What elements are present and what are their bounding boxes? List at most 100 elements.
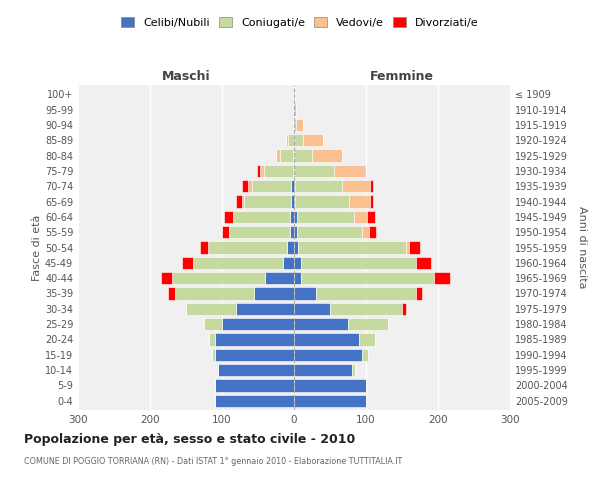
- Bar: [236, 195, 242, 208]
- Bar: [222, 318, 294, 330]
- Bar: [294, 333, 359, 346]
- Bar: [265, 272, 294, 284]
- Bar: [242, 195, 244, 208]
- Text: Popolazione per età, sesso e stato civile - 2010: Popolazione per età, sesso e stato civil…: [24, 432, 355, 446]
- Bar: [290, 210, 294, 223]
- Bar: [355, 210, 367, 223]
- Bar: [172, 272, 265, 284]
- Bar: [334, 164, 364, 177]
- Bar: [175, 287, 254, 300]
- Bar: [312, 149, 342, 162]
- Bar: [257, 164, 260, 177]
- Bar: [224, 210, 233, 223]
- Bar: [409, 241, 420, 254]
- Bar: [294, 164, 334, 177]
- Bar: [291, 195, 294, 208]
- Bar: [283, 256, 294, 269]
- Bar: [294, 272, 301, 284]
- Bar: [369, 226, 376, 238]
- Bar: [294, 88, 295, 101]
- Bar: [251, 180, 291, 192]
- Bar: [280, 149, 293, 162]
- Bar: [236, 302, 294, 315]
- Bar: [288, 134, 294, 146]
- Bar: [416, 287, 422, 300]
- Bar: [254, 287, 294, 300]
- Bar: [348, 318, 388, 330]
- Bar: [204, 318, 222, 330]
- Text: COMUNE DI POGGIO TORRIANA (RN) - Dati ISTAT 1° gennaio 2010 - Elaborazione TUTTI: COMUNE DI POGGIO TORRIANA (RN) - Dati IS…: [24, 458, 402, 466]
- Bar: [352, 364, 355, 376]
- Bar: [367, 210, 374, 223]
- Bar: [301, 256, 416, 269]
- Bar: [294, 210, 297, 223]
- Bar: [301, 272, 434, 284]
- Bar: [287, 241, 294, 254]
- Bar: [294, 302, 330, 315]
- Bar: [294, 241, 298, 254]
- Bar: [402, 302, 406, 315]
- Bar: [208, 241, 287, 254]
- Bar: [200, 241, 208, 254]
- Y-axis label: Fasce di età: Fasce di età: [32, 214, 42, 280]
- Bar: [295, 180, 342, 192]
- Text: Maschi: Maschi: [161, 70, 211, 82]
- Bar: [215, 379, 294, 392]
- Legend: Celibi/Nubili, Coniugati/e, Vedovi/e, Divorziati/e: Celibi/Nubili, Coniugati/e, Vedovi/e, Di…: [117, 13, 483, 32]
- Bar: [242, 180, 248, 192]
- Bar: [294, 394, 366, 407]
- Bar: [362, 348, 368, 361]
- Bar: [229, 226, 290, 238]
- Bar: [248, 180, 251, 192]
- Bar: [276, 149, 280, 162]
- Bar: [168, 287, 175, 300]
- Bar: [316, 287, 416, 300]
- Bar: [294, 379, 366, 392]
- Bar: [364, 164, 365, 177]
- Bar: [295, 195, 349, 208]
- Bar: [193, 256, 283, 269]
- Bar: [406, 241, 409, 254]
- Bar: [182, 256, 193, 269]
- Bar: [293, 118, 294, 131]
- Bar: [291, 180, 294, 192]
- Bar: [203, 318, 204, 330]
- Bar: [298, 241, 406, 254]
- Bar: [233, 210, 290, 223]
- Bar: [296, 118, 304, 131]
- Bar: [264, 164, 293, 177]
- Bar: [294, 180, 295, 192]
- Bar: [260, 164, 264, 177]
- Bar: [215, 348, 294, 361]
- Y-axis label: Anni di nascita: Anni di nascita: [577, 206, 587, 288]
- Bar: [294, 149, 312, 162]
- Bar: [342, 180, 370, 192]
- Bar: [212, 348, 215, 361]
- Bar: [294, 256, 301, 269]
- Bar: [362, 226, 369, 238]
- Bar: [222, 226, 229, 238]
- Bar: [215, 394, 294, 407]
- Bar: [286, 134, 288, 146]
- Bar: [349, 195, 370, 208]
- Bar: [294, 364, 352, 376]
- Bar: [294, 348, 362, 361]
- Text: Femmine: Femmine: [370, 70, 434, 82]
- Bar: [370, 195, 373, 208]
- Bar: [161, 272, 172, 284]
- Bar: [297, 226, 362, 238]
- Bar: [294, 287, 316, 300]
- Bar: [294, 195, 295, 208]
- Bar: [370, 180, 373, 192]
- Bar: [294, 103, 296, 116]
- Bar: [416, 256, 431, 269]
- Bar: [209, 333, 215, 346]
- Bar: [290, 226, 294, 238]
- Bar: [218, 364, 294, 376]
- Bar: [294, 226, 297, 238]
- Bar: [244, 195, 291, 208]
- Bar: [297, 210, 355, 223]
- Bar: [293, 149, 294, 162]
- Bar: [294, 318, 348, 330]
- Bar: [359, 333, 374, 346]
